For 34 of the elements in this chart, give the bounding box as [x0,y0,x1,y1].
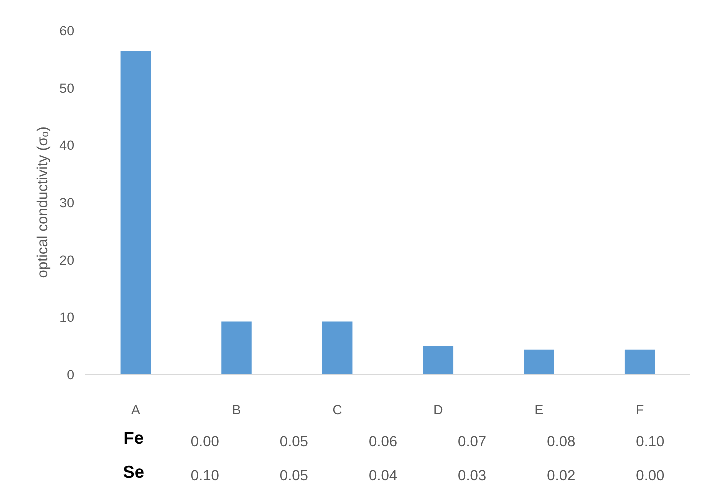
text: 0.05 [280,468,308,484]
text: 0.06 [368,434,398,451]
bar [524,350,554,374]
y-tick-label: 40 [60,138,75,154]
x-tick-label: D [434,402,444,418]
text: Se [123,462,145,482]
text: 0.05 [280,434,308,451]
y-tick-label: 60 [60,24,75,38]
text: 0.00 [190,434,220,451]
x-tick-label: E [534,402,544,418]
bar [423,346,454,374]
bar [222,322,252,374]
text: 0.02 [547,468,576,484]
y-tick-label: 0 [67,368,75,382]
text: 0.00 [636,468,665,484]
y-tick-label: 10 [60,310,75,326]
text: Fe [124,428,144,448]
x-tick-label: C [332,402,343,418]
y-tick-label: 30 [60,196,75,210]
text: 0.10 [190,468,220,484]
bar [624,350,656,374]
text: 0.03 [458,468,487,484]
bar [120,51,152,374]
x-tick-label: A [131,402,140,418]
bar [322,322,353,374]
x-tick-label: F [636,402,644,418]
y-axis-title: optical conductivity (σₒ) [36,126,52,278]
x-tick-label: B [232,402,242,418]
text: 0.07 [458,434,487,451]
text: 0.10 [636,434,665,451]
y-tick-label: 20 [60,252,75,268]
text: 0.04 [368,468,398,484]
text: 0.08 [547,434,576,451]
y-tick-label: 50 [60,80,75,96]
